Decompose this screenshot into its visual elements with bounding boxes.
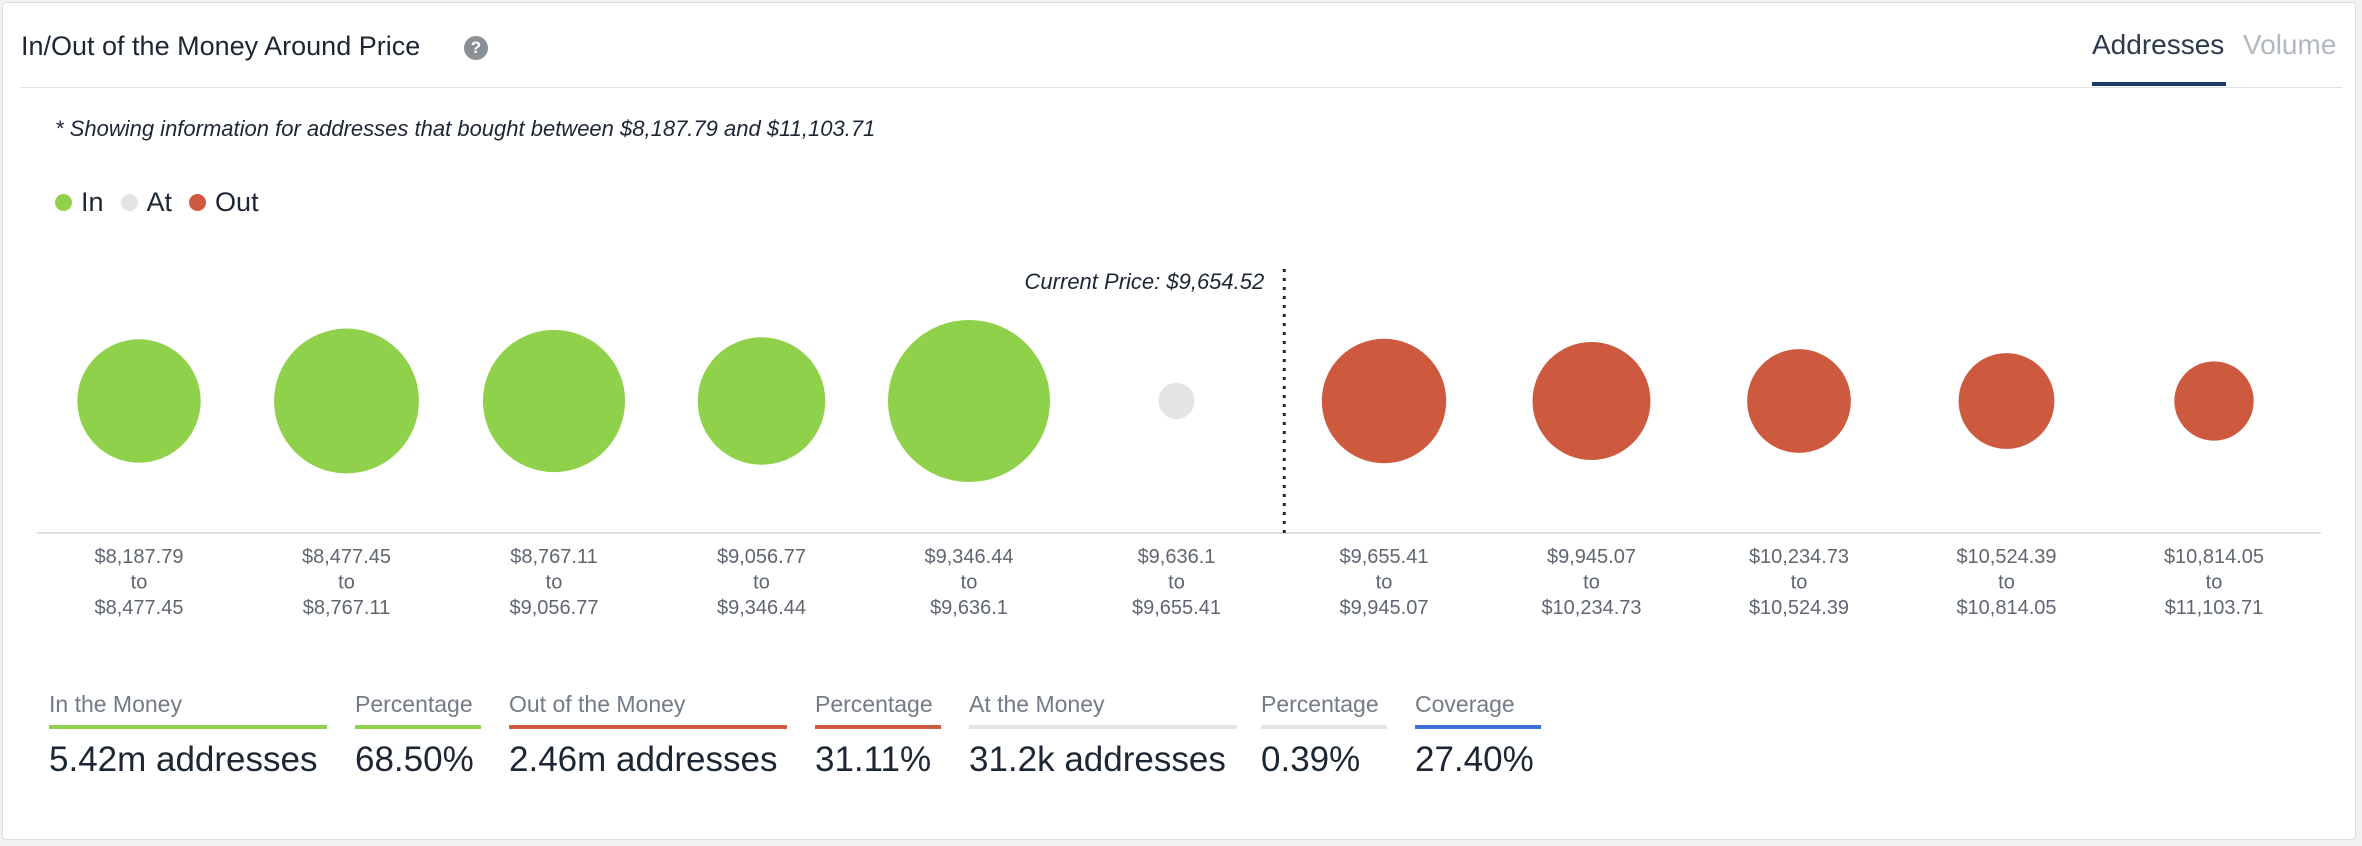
out-dot-icon <box>189 194 207 211</box>
legend-item-in[interactable]: In <box>55 187 104 218</box>
range-connector-label: to <box>961 572 978 594</box>
bubble-out <box>1958 353 2055 449</box>
tab-volume[interactable]: Volume <box>2243 29 2337 60</box>
question-circle-icon[interactable]: ? <box>464 36 488 60</box>
stat-underline <box>1415 725 1541 729</box>
tab-addresses[interactable]: Addresses <box>2092 29 2225 60</box>
stat-out-of-the-money: Out of the Money 2.46m addresses <box>509 691 787 779</box>
stat-value: 31.2k addresses <box>969 740 1226 779</box>
range-tick-label: $9,655.41 <box>1132 597 1221 619</box>
stat-label: Out of the Money <box>509 691 686 717</box>
stat-value: 68.50% <box>355 740 474 779</box>
range-tick-label: $8,767.11 <box>303 597 391 619</box>
bubble-at <box>1158 382 1195 420</box>
legend-item-at[interactable]: At <box>120 187 173 218</box>
legend-label-out: Out <box>215 187 259 217</box>
range-tick-label: $9,346.44 <box>925 546 1014 568</box>
range-connector-label: to <box>338 572 355 594</box>
in-dot-icon <box>55 194 72 211</box>
stat-underline <box>815 725 941 729</box>
range-connector-label: to <box>1998 572 2015 594</box>
card-title: In/Out of the Money Around Price <box>21 31 421 61</box>
header-divider <box>20 87 2342 88</box>
range-tick-label: $10,814.05 <box>1956 597 2056 619</box>
stat-label: Percentage <box>355 691 473 717</box>
range-tick-label: $9,655.41 <box>1340 546 1429 568</box>
stat-underline <box>355 725 481 729</box>
stat-underline <box>969 725 1237 729</box>
range-tick-label: $10,234.73 <box>1749 546 1849 568</box>
range-connector-label: to <box>1168 572 1185 594</box>
bubble-in <box>697 337 826 465</box>
range-connector-label: to <box>546 572 563 594</box>
range-tick-label: $9,945.07 <box>1547 546 1636 568</box>
bubble-out <box>1321 338 1447 464</box>
stat-underline <box>1261 725 1387 729</box>
range-connector-label: to <box>131 572 148 594</box>
range-connector-label: to <box>2206 572 2223 594</box>
stat-value: 5.42m addresses <box>49 740 318 779</box>
range-tick-label: $10,814.05 <box>2164 546 2264 568</box>
range-tick-label: $11,103.71 <box>2165 597 2264 619</box>
legend: In At Out <box>55 187 276 218</box>
bubble-in <box>77 339 201 463</box>
stat-label: Percentage <box>815 691 933 717</box>
bubble-out <box>2174 361 2254 441</box>
range-tick-label: $8,767.11 <box>510 546 598 568</box>
range-tick-label: $10,524.39 <box>1956 546 2056 568</box>
legend-label-at: At <box>146 187 173 217</box>
stat-underline <box>49 725 327 729</box>
range-tick-label: $10,524.39 <box>1749 597 1849 619</box>
bubble-in <box>274 328 419 474</box>
range-tick-label: $8,477.45 <box>95 597 184 619</box>
range-tick-label: $9,346.44 <box>717 597 806 619</box>
at-dot-icon <box>120 194 138 211</box>
legend-item-out[interactable]: Out <box>189 187 259 218</box>
stat-value: 0.39% <box>1261 740 1361 779</box>
stat-value: 2.46m addresses <box>509 740 778 779</box>
stat-value: 31.11% <box>815 740 932 779</box>
legend-label-in: In <box>81 187 104 217</box>
stat-label: In the Money <box>49 691 182 717</box>
current-price-label: Current Price: $9,654.52 <box>1025 269 1265 294</box>
range-tick-label: $9,945.07 <box>1340 597 1429 619</box>
stat-underline <box>509 725 787 729</box>
stat-label: At the Money <box>969 691 1105 717</box>
range-tick-label: $9,636.1 <box>1138 546 1216 568</box>
stat-label: Percentage <box>1261 691 1379 717</box>
stat-in-the-money: In the Money 5.42m addresses <box>49 691 327 779</box>
range-tick-label: $9,636.1 <box>930 597 1008 619</box>
bubble-in <box>482 329 626 473</box>
stat-label: Coverage <box>1415 691 1515 717</box>
stat-value: 27.40% <box>1415 740 1534 779</box>
range-tick-label: $9,056.77 <box>510 597 599 619</box>
range-connector-label: to <box>1376 572 1393 594</box>
bubble-out <box>1747 349 1851 453</box>
stat-out-percentage: Percentage 31.11% <box>815 691 941 779</box>
bubble-chart: $8,187.79 to $8,477.45 $8,477.45 to $8,767.11… <box>37 269 2321 619</box>
stat-at-percentage: Percentage 0.39% <box>1261 691 1387 779</box>
range-connector-label: to <box>1791 572 1808 594</box>
stat-coverage: Coverage 27.40% <box>1415 691 1541 779</box>
stat-at-the-money: At the Money 31.2k addresses <box>969 691 1237 779</box>
active-tab-indicator <box>2092 82 2226 86</box>
bubble-out <box>1532 342 1651 460</box>
range-tick-label: $8,187.79 <box>95 546 184 568</box>
range-tick-label: $9,056.77 <box>717 546 806 568</box>
info-note: * Showing information for addresses that… <box>55 116 876 141</box>
range-tick-label: $10,234.73 <box>1541 597 1641 619</box>
range-connector-label: to <box>1583 572 1600 594</box>
stat-in-percentage: Percentage 68.50% <box>355 691 481 779</box>
range-connector-label: to <box>753 572 770 594</box>
bubble-in <box>888 320 1050 482</box>
range-tick-label: $8,477.45 <box>302 546 391 568</box>
